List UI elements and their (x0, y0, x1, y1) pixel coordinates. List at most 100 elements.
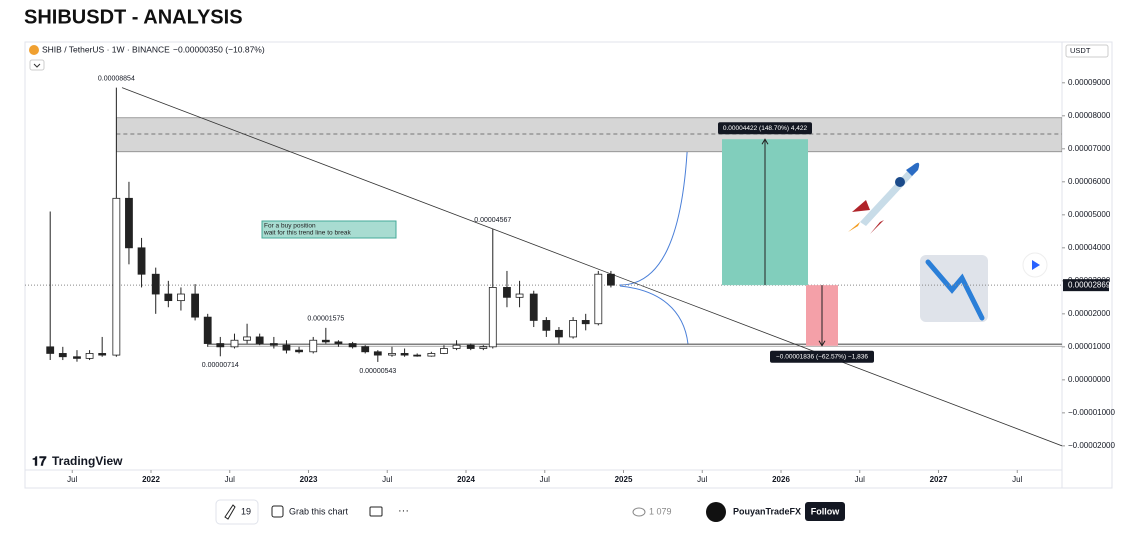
y-tick-label: 0.00001000 (1068, 342, 1111, 351)
y-tick-label: 0.00002000 (1068, 309, 1111, 318)
candle-body (361, 346, 370, 353)
y-tick-label: 0.00004000 (1068, 243, 1111, 252)
candle-body (452, 344, 461, 349)
currency: USDT (1070, 46, 1091, 55)
candle-body (479, 346, 488, 349)
candle-body (282, 344, 291, 351)
loss-label-box (770, 350, 874, 363)
y-tick-label: −0.00001000 (1068, 408, 1115, 417)
candle-body (216, 343, 225, 348)
view-count: 1 079 (649, 506, 672, 516)
comment-button[interactable] (369, 506, 383, 517)
symbol: SHIB / TetherUS · 1W · BINANCE (42, 44, 170, 54)
grab-chart[interactable]: Grab this chart (289, 506, 349, 516)
candle-body (73, 356, 81, 359)
plot (25, 87, 1062, 447)
chart-icon (920, 255, 988, 322)
x-tick-label: Jul (1012, 475, 1022, 484)
candle-body (569, 320, 578, 338)
x-tick-label: 2027 (930, 475, 948, 484)
collapse-button[interactable] (29, 59, 45, 71)
page-title: SHIBUSDT - ANALYSIS (24, 6, 243, 28)
y-tick-label: 0.00006000 (1068, 177, 1111, 186)
price-annotation: 0.00004567 (474, 217, 511, 224)
candle-body (151, 273, 160, 295)
y-tick-label: 0.00009000 (1068, 78, 1111, 87)
candle-body (243, 336, 251, 341)
branding: TradingView (52, 454, 123, 468)
currency-box[interactable] (1065, 44, 1109, 58)
candle-body (98, 353, 107, 356)
candle-body (112, 197, 121, 356)
play-icon (1032, 260, 1040, 270)
x-tick-label: Jul (855, 475, 865, 484)
resistance-zone (116, 117, 1062, 153)
candle-body (413, 354, 422, 357)
boost-count: 19 (241, 506, 251, 516)
candle-body (555, 329, 563, 338)
candle-body (46, 346, 55, 354)
note-line: wait for this trend line to break (263, 230, 351, 237)
price-annotation: 0.00000543 (359, 368, 396, 375)
candle-body (177, 293, 185, 302)
candle-body (400, 353, 409, 356)
collapse-icon (33, 63, 41, 68)
more-button[interactable]: ··· (398, 505, 409, 517)
x-tick-label: 2023 (300, 475, 318, 484)
note-box (261, 220, 397, 239)
candle-body (203, 316, 212, 344)
boost-button[interactable] (215, 499, 259, 525)
last-price-box (1063, 279, 1109, 292)
x-tick-label: Jul (382, 475, 392, 484)
candle-body (440, 348, 448, 354)
price-annotation: 0.00001575 (307, 316, 344, 323)
loss-label: −0.00001836 (−62.57%) −1,836 (776, 353, 868, 360)
profit-arrowhead (761, 138, 769, 145)
y-tick-label: 0.00000000 (1068, 375, 1111, 384)
candle-body (515, 293, 524, 298)
x-tick-label: 2024 (457, 475, 475, 484)
candle-body (388, 353, 396, 356)
price-annotation: 0.00008854 (98, 75, 135, 82)
follow-button[interactable] (805, 502, 845, 521)
grab-icon[interactable] (271, 505, 284, 518)
candle-body (488, 287, 497, 348)
loss-arrowhead (818, 340, 826, 347)
candle-body (594, 273, 603, 325)
author[interactable]: PouyanTradeFX (733, 506, 801, 516)
x-tick-label: 2022 (142, 475, 160, 484)
trendline (121, 87, 1062, 447)
logo-mark: 𝟏𝟕 (32, 453, 47, 468)
note-line: For a buy position (264, 223, 316, 230)
candle-body (309, 339, 318, 353)
candle-body (125, 197, 133, 249)
x-tick-label: Jul (225, 475, 235, 484)
plot-area (25, 87, 1062, 447)
candle-body (529, 293, 538, 321)
candle-body (58, 353, 67, 358)
boost-icon (224, 504, 236, 520)
author-avatar[interactable] (706, 502, 726, 522)
last-price-label: 0.00002869 (1068, 280, 1111, 289)
candle-body (503, 287, 511, 298)
projection-down (619, 285, 689, 345)
y-tick-label: −0.00002000 (1068, 441, 1115, 450)
views-icon (632, 507, 646, 517)
rocket-icon (848, 162, 920, 238)
x-tick-label: Jul (67, 475, 77, 484)
profit-label-box (718, 122, 812, 135)
price-change: −0.00000350 (−10.87%) (173, 44, 265, 54)
x-tick-label: 2026 (772, 475, 790, 484)
candle-body (334, 341, 343, 344)
follow-label: Follow (811, 506, 840, 516)
price-annotation: 0.00000714 (202, 362, 239, 369)
candle-body (255, 336, 264, 344)
y-tick-label: 0.00007000 (1068, 144, 1111, 153)
candle-body (137, 247, 146, 275)
candle-body (581, 320, 590, 325)
candle-body (373, 351, 382, 356)
candle-body (230, 339, 239, 348)
candle-body (607, 273, 615, 286)
y-tick-label: 0.00005000 (1068, 210, 1111, 219)
